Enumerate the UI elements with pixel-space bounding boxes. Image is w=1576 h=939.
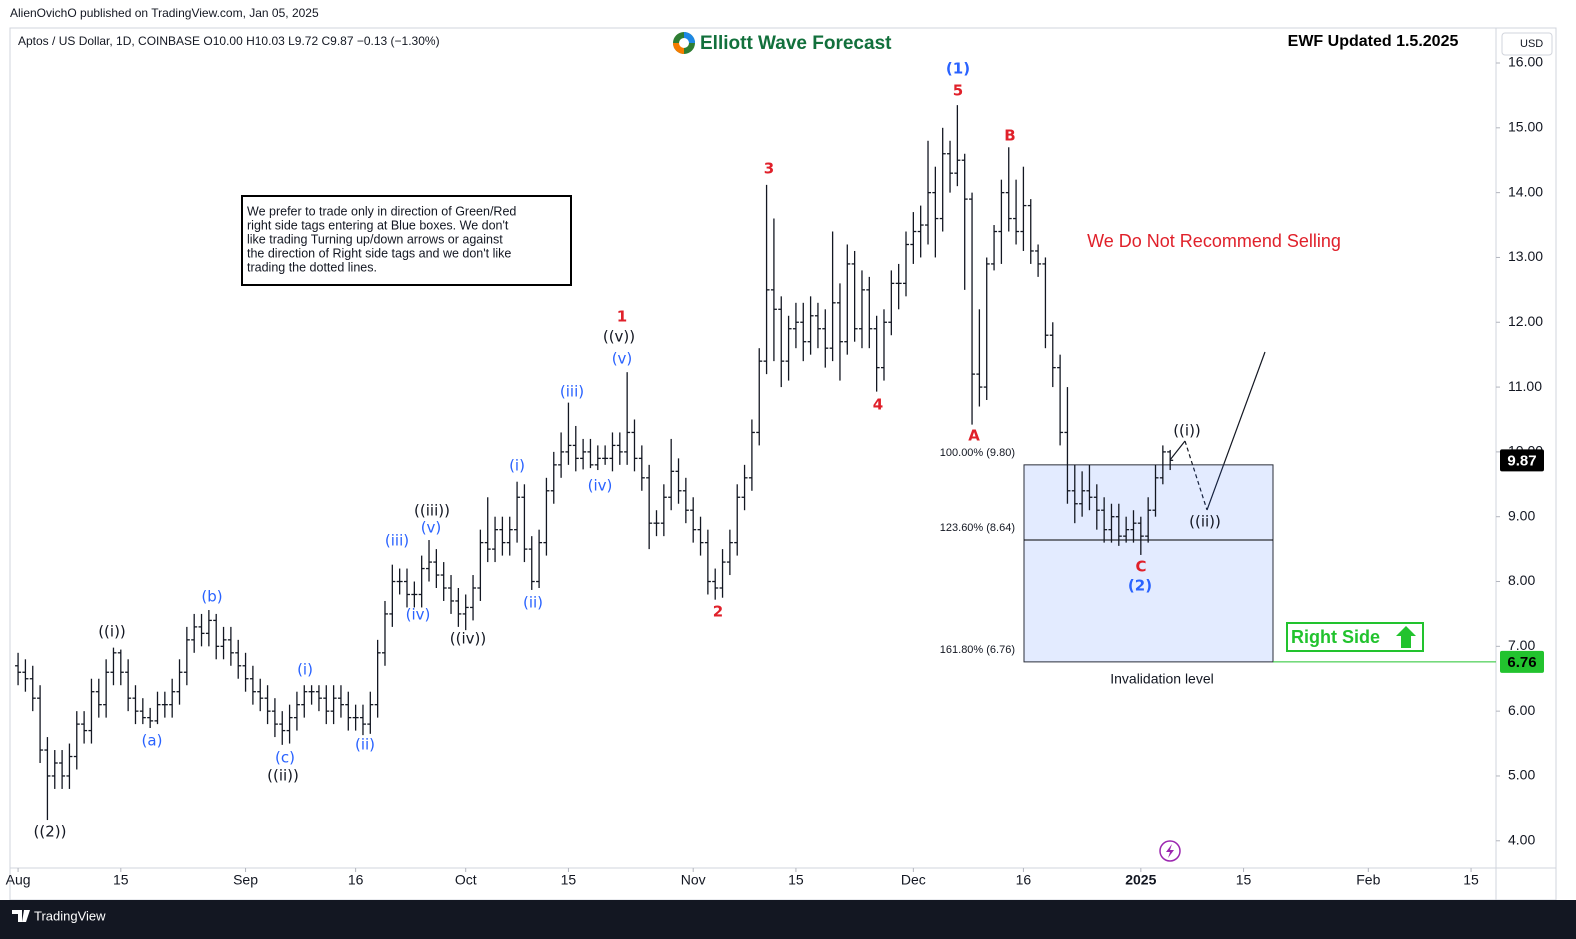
x-tick-label: 15 (113, 872, 129, 888)
wave-label: A (968, 427, 980, 445)
forecast-path-dotted (1184, 440, 1208, 511)
wave-label: (v) (421, 519, 442, 537)
x-tick-label: Nov (681, 872, 706, 888)
x-tick-label: 2025 (1125, 872, 1156, 888)
wave-label: ((iii)) (414, 502, 450, 520)
symbol-header: Aptos / US Dollar, 1D, COINBASE O10.00 H… (18, 34, 440, 48)
wave-label: (iii) (560, 383, 584, 401)
wave-label: ((iv)) (450, 630, 486, 648)
wave-label: ((2)) (34, 823, 67, 841)
wave-label: C (1135, 558, 1146, 576)
footer-bar (0, 900, 1576, 939)
wave-label: ((ii)) (1189, 513, 1221, 531)
logo-center (679, 38, 689, 48)
signal-box (1286, 622, 1424, 652)
note-line: right side tags entering at Blue boxes. … (247, 218, 509, 232)
x-tick-label: Feb (1356, 872, 1380, 888)
wave-label: (ii) (355, 736, 375, 754)
y-tick-label: 12.00 (1508, 313, 1543, 329)
wave-label: (iv) (588, 477, 613, 495)
note-box (241, 195, 572, 286)
wave-label: 5 (953, 82, 963, 100)
warning-text: We Do Not Recommend Selling (1087, 231, 1341, 251)
x-tick-label: Dec (901, 872, 926, 888)
note-line: like trading Turning up/down arrows or a… (247, 232, 503, 246)
wave-label: ((i)) (98, 623, 126, 641)
wave-label: (2) (1128, 577, 1152, 595)
y-tick-label: 14.00 (1508, 183, 1543, 199)
wave-label: (v) (612, 350, 633, 368)
y-tick-label: 5.00 (1508, 767, 1535, 783)
y-tick-label: 6.00 (1508, 702, 1535, 718)
x-tick-label: Oct (455, 872, 477, 888)
wave-label: ((i)) (1173, 422, 1201, 440)
wave-label: (iii) (385, 532, 409, 550)
wave-label: 1 (617, 308, 627, 326)
currency-box (1501, 32, 1553, 56)
footer-logo (12, 910, 30, 922)
note: We prefer to trade only in direction of … (247, 204, 516, 274)
x-tick-label: 15 (1463, 872, 1479, 888)
signal-arrow (1396, 626, 1416, 648)
x-tick-label: Aug (6, 872, 31, 888)
note-line: the direction of Right side tags and we … (247, 246, 511, 260)
x-tick-label: 15 (1236, 872, 1252, 888)
currency-label: USD (1520, 38, 1543, 50)
footer-brand: TradingView (34, 908, 106, 923)
wave-label: ((v)) (603, 328, 635, 346)
wave-label: B (1004, 127, 1015, 145)
wave-label: (i) (297, 661, 313, 679)
wave-label: (a) (142, 732, 163, 750)
fib-label: 161.80% (6.76) (940, 644, 1015, 656)
invalidation-price-tag: 6.76 (1507, 654, 1536, 671)
note-line: We prefer to trade only in direction of … (247, 204, 516, 218)
y-tick-label: 11.00 (1508, 378, 1542, 394)
plot-area: 4.005.006.007.008.009.0010.0011.0012.001… (6, 54, 1544, 888)
forecast-path (1169, 440, 1186, 461)
wave-label: 4 (873, 396, 883, 414)
y-tick-label: 16.00 (1508, 54, 1543, 70)
invalidation-text: Invalidation level (1110, 671, 1214, 687)
last-price-tag: 9.87 (1507, 452, 1536, 469)
x-tick-label: 15 (561, 872, 577, 888)
y-tick-label: 13.00 (1508, 248, 1543, 264)
target-box (1023, 464, 1274, 663)
fib-label: 123.60% (8.64) (940, 522, 1015, 534)
wave-label: (c) (275, 749, 295, 767)
publisher-line: AlienOvichO published on TradingView.com… (10, 6, 319, 20)
invalidation-price-tag-bg (1500, 650, 1544, 673)
x-tick-label: 16 (1016, 872, 1032, 888)
fib-label: 100.00% (9.80) (940, 447, 1015, 459)
note-line: trading the dotted lines. (247, 260, 377, 274)
x-tick-label: Sep (233, 872, 258, 888)
y-tick-label: 15.00 (1508, 119, 1543, 135)
update-note: EWF Updated 1.5.2025 (1288, 33, 1459, 50)
wave-label: (b) (201, 588, 222, 606)
event-icon-bolt (1166, 844, 1174, 858)
x-tick-label: 15 (788, 872, 804, 888)
wave-label: (1) (946, 60, 970, 78)
wave-label: (ii) (523, 594, 543, 612)
y-tick-label: 9.00 (1508, 507, 1535, 523)
wave-label: (i) (509, 457, 525, 475)
y-tick-label: 8.00 (1508, 572, 1535, 588)
brand-name: Elliott Wave Forecast (700, 33, 892, 54)
forecast-path (1206, 351, 1266, 511)
wave-label: 2 (713, 603, 723, 621)
x-tick-label: 16 (348, 872, 364, 888)
last-price-tag-bg (1500, 449, 1544, 472)
signal-text: Right Side (1291, 627, 1380, 647)
y-tick-label: 7.00 (1508, 637, 1535, 653)
wave-label: ((ii)) (267, 767, 299, 785)
brand-logo (673, 32, 695, 54)
wave-label: (iv) (406, 606, 431, 624)
y-tick-label: 4.00 (1508, 831, 1535, 847)
wave-label: 3 (764, 160, 774, 178)
